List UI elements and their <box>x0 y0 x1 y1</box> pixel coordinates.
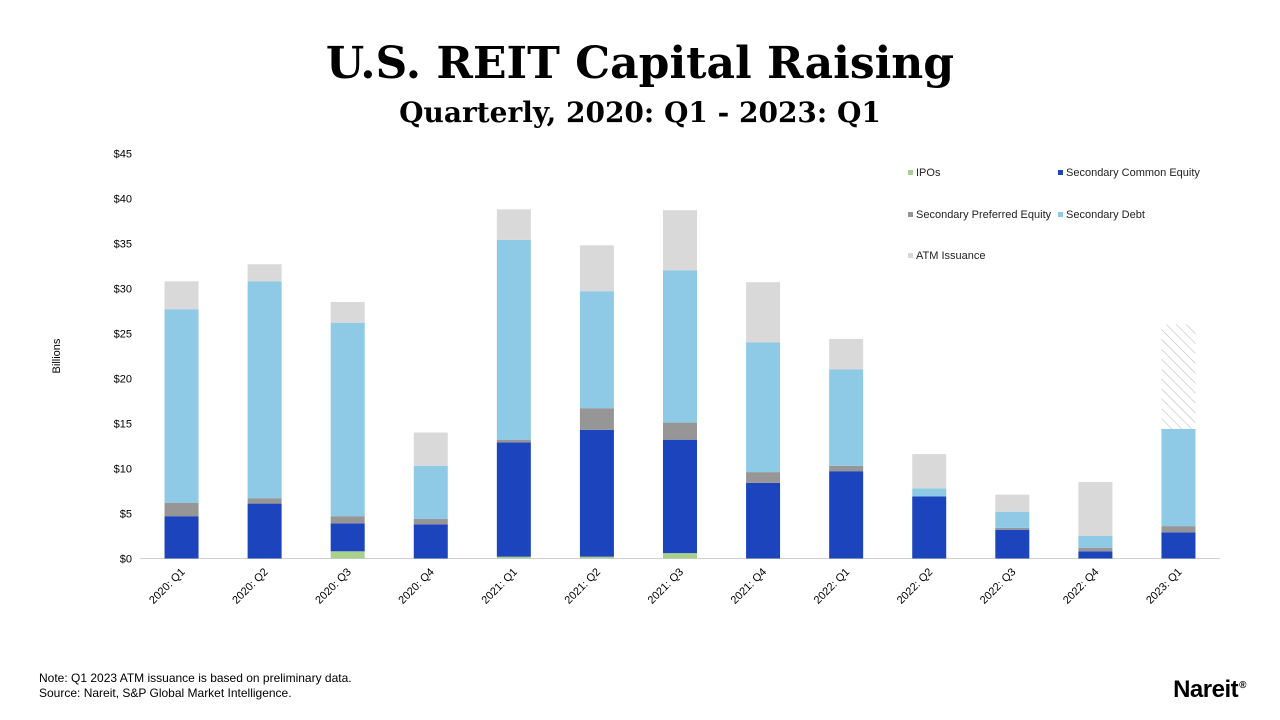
legend-label-secondary-preferred-equity: Secondary Preferred Equity <box>916 209 1052 221</box>
y-tick-label: $10 <box>114 464 132 476</box>
bar-secondary-preferred-equity <box>663 422 697 440</box>
bar-atm-issuance <box>663 210 697 271</box>
bar-secondary-debt <box>829 369 864 466</box>
bar-secondary-common-equity <box>663 439 697 554</box>
y-tick-label: $25 <box>114 329 132 341</box>
bar-secondary-preferred-equity <box>1078 547 1113 552</box>
bar-atm-issuance <box>1078 482 1113 536</box>
bar-ipos <box>496 556 531 559</box>
bar-secondary-debt <box>330 322 365 517</box>
bar-atm-issuance <box>829 338 864 370</box>
bar-ipos <box>663 553 697 559</box>
bar-secondary-debt <box>496 239 531 440</box>
bar-secondary-debt <box>164 309 199 503</box>
x-tick-label: 2023: Q1 <box>1144 566 1184 606</box>
x-tick-label: 2022: Q2 <box>895 566 935 606</box>
bar-secondary-common-equity <box>413 524 448 559</box>
bar-secondary-common-equity <box>496 442 531 557</box>
source-text: Source: Nareit, S&P Global Market Intell… <box>39 686 292 700</box>
bar-secondary-common-equity <box>912 496 947 559</box>
x-tick-label: 2021: Q3 <box>646 566 686 606</box>
bar-secondary-debt <box>413 465 448 519</box>
y-tick-label: $30 <box>114 284 132 296</box>
bar-atm-issuance <box>579 245 614 292</box>
bar-secondary-common-equity <box>829 471 864 559</box>
bar-secondary-debt <box>579 291 614 409</box>
bar-secondary-common-equity <box>746 482 781 559</box>
chart-subtitle: Quarterly, 2020: Q1 - 2023: Q1 <box>399 96 881 129</box>
legend-label-secondary-debt: Secondary Debt <box>1066 209 1145 221</box>
bar-secondary-preferred-equity <box>330 516 365 524</box>
x-tick-label: 2022: Q3 <box>978 566 1018 606</box>
bar-secondary-debt <box>1078 536 1113 548</box>
y-tick-label: $40 <box>114 194 132 206</box>
x-tick-label: 2020: Q3 <box>313 566 353 606</box>
bar-atm-issuance <box>330 302 365 323</box>
x-tick-label: 2022: Q4 <box>1061 566 1101 606</box>
bar-secondary-preferred-equity <box>995 527 1030 530</box>
bar-secondary-preferred-equity <box>247 498 282 504</box>
legend-swatch-atm-issuance <box>908 253 913 258</box>
bar-secondary-common-equity <box>579 429 614 557</box>
x-tick-label: 2021: Q1 <box>479 566 519 606</box>
y-tick-label: $20 <box>114 374 132 386</box>
x-tick-label: 2020: Q1 <box>147 566 187 606</box>
nareit-logo: Nareit® <box>1173 676 1246 704</box>
bar-secondary-common-equity <box>995 529 1030 559</box>
registered-mark: ® <box>1239 680 1246 691</box>
bar-secondary-common-equity <box>1078 551 1113 559</box>
footer-notes: Note: Q1 2023 ATM issuance is based on p… <box>39 671 352 701</box>
x-tick-label: 2021: Q2 <box>563 566 603 606</box>
bar-atm-issuance <box>413 432 448 466</box>
legend-label-atm-issuance: ATM Issuance <box>916 250 986 262</box>
bar-secondary-preferred-equity <box>746 472 781 483</box>
bar-secondary-debt <box>912 488 947 497</box>
bar-ipos <box>579 556 614 559</box>
bar-secondary-debt <box>995 511 1030 528</box>
bar-atm-issuance <box>247 264 282 282</box>
bar-secondary-debt <box>663 270 697 423</box>
y-axis-label: Billions <box>51 338 63 373</box>
bar-secondary-debt <box>1161 428 1196 527</box>
x-tick-label: 2022: Q1 <box>812 566 852 606</box>
bar-atm-issuance <box>746 282 781 343</box>
x-tick-label: 2021: Q4 <box>729 566 769 606</box>
bar-secondary-common-equity <box>330 523 365 552</box>
legend-label-secondary-common-equity: Secondary Common Equity <box>1066 167 1200 179</box>
bar-atm-issuance <box>995 494 1030 512</box>
legend-swatch-secondary-preferred-equity <box>908 212 913 217</box>
bar-secondary-common-equity <box>164 516 199 559</box>
y-tick-label: $45 <box>114 149 132 161</box>
bar-atm-issuance <box>1161 324 1196 429</box>
bar-secondary-debt <box>746 342 781 473</box>
bar-atm-issuance <box>912 454 947 489</box>
legend-swatch-secondary-debt <box>1058 212 1063 217</box>
bar-atm-issuance <box>496 209 531 240</box>
x-tick-label: 2020: Q2 <box>230 566 270 606</box>
footnote-text: Note: Q1 2023 ATM issuance is based on p… <box>39 671 352 685</box>
legend-label-ipos: IPOs <box>916 167 941 179</box>
bar-secondary-preferred-equity <box>829 465 864 472</box>
bar-secondary-common-equity <box>247 503 282 559</box>
logo-text: Nareit <box>1173 676 1239 703</box>
bar-secondary-preferred-equity <box>1161 526 1196 533</box>
x-tick-label: 2020: Q4 <box>396 566 436 606</box>
bar-secondary-preferred-equity <box>413 518 448 525</box>
bar-secondary-debt <box>247 281 282 499</box>
y-tick-label: $35 <box>114 239 132 251</box>
bar-secondary-preferred-equity <box>164 502 199 517</box>
y-tick-label: $15 <box>114 419 132 431</box>
bar-ipos <box>330 551 365 559</box>
chart-title: U.S. REIT Capital Raising <box>325 38 955 89</box>
legend-swatch-secondary-common-equity <box>1058 170 1063 175</box>
bar-atm-issuance <box>164 281 199 310</box>
y-tick-label: $5 <box>120 509 132 521</box>
bar-secondary-preferred-equity <box>579 408 614 430</box>
bar-secondary-preferred-equity <box>496 439 531 443</box>
bar-secondary-common-equity <box>1161 532 1196 559</box>
y-tick-label: $0 <box>120 554 132 566</box>
legend-swatch-ipos <box>908 170 913 175</box>
